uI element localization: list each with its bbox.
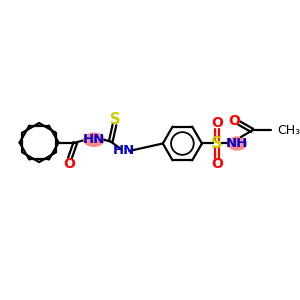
Text: HN: HN xyxy=(83,133,105,146)
Text: O: O xyxy=(63,157,75,171)
Ellipse shape xyxy=(228,137,247,150)
Text: O: O xyxy=(211,157,223,171)
Text: S: S xyxy=(211,136,223,151)
Text: HN: HN xyxy=(112,144,135,158)
Text: S: S xyxy=(110,112,121,127)
Text: O: O xyxy=(229,114,240,128)
Text: CH₃: CH₃ xyxy=(277,124,300,137)
Text: NH: NH xyxy=(226,137,248,150)
Ellipse shape xyxy=(84,133,104,146)
Text: O: O xyxy=(211,116,223,130)
